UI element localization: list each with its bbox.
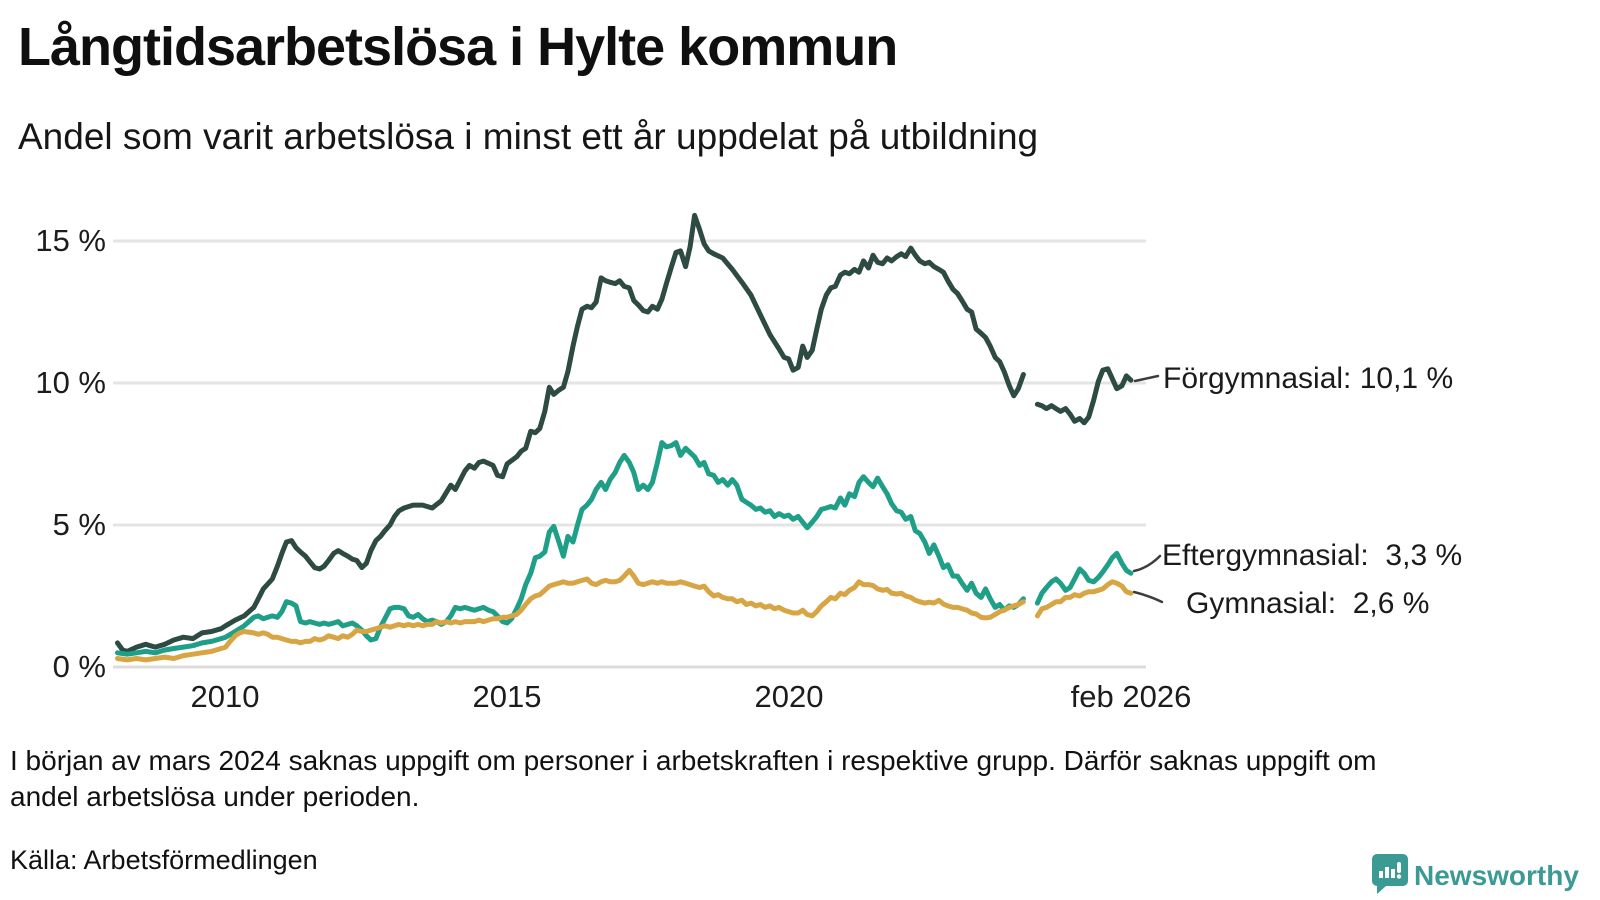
- series-line-eftergymnasial: [115, 440, 1026, 657]
- chart-subtitle: Andel som varit arbetslösa i minst ett å…: [18, 116, 1039, 157]
- series-line-gymnasial: [1034, 579, 1134, 619]
- series-line-gymnasial: [115, 567, 1026, 663]
- series-label-eftergymnasial: Eftergymnasial: 3,3 %: [1162, 539, 1463, 572]
- source-line: Källa: Arbetsförmedlingen: [10, 845, 318, 875]
- newsworthy-brand-name: Newsworthy: [1414, 860, 1579, 891]
- connector-eftergymnasial: [1132, 554, 1162, 573]
- y-tick-15: 15 %: [35, 223, 106, 258]
- footnote-line-2: andel arbetslösa under perioden.: [10, 781, 420, 812]
- connector-forgymnasial: [1133, 374, 1160, 383]
- series-label-forgymnasial: Förgymnasial: 10,1 %: [1163, 362, 1454, 395]
- series-label-gymnasial: Gymnasial: 2,6 %: [1186, 587, 1430, 620]
- x-tick-feb-2026: feb 2026: [1070, 679, 1192, 714]
- y-tick-10: 10 %: [35, 365, 106, 400]
- gridlines: [113, 239, 1146, 669]
- footnote: I början av mars 2024 saknas uppgift om …: [10, 743, 1376, 815]
- y-tick-0: 0 %: [52, 649, 106, 684]
- connector-gymnasial: [1132, 590, 1164, 604]
- y-tick-5: 5 %: [52, 507, 106, 542]
- label-connectors: [1132, 374, 1164, 604]
- x-tick-2010: 2010: [190, 679, 260, 714]
- series-line-förgymnasial: [1034, 366, 1134, 426]
- series-line-eftergymnasial: [1034, 550, 1134, 606]
- chart-title: Långtidsarbetslösa i Hylte kommun: [18, 17, 898, 77]
- series-line-förgymnasial: [115, 212, 1026, 654]
- x-tick-2015: 2015: [472, 679, 542, 714]
- series-lines: [115, 212, 1134, 663]
- newsworthy-logo-icon: [1372, 854, 1408, 894]
- footnote-line-1: I början av mars 2024 saknas uppgift om …: [10, 745, 1377, 776]
- x-tick-2020: 2020: [754, 679, 824, 714]
